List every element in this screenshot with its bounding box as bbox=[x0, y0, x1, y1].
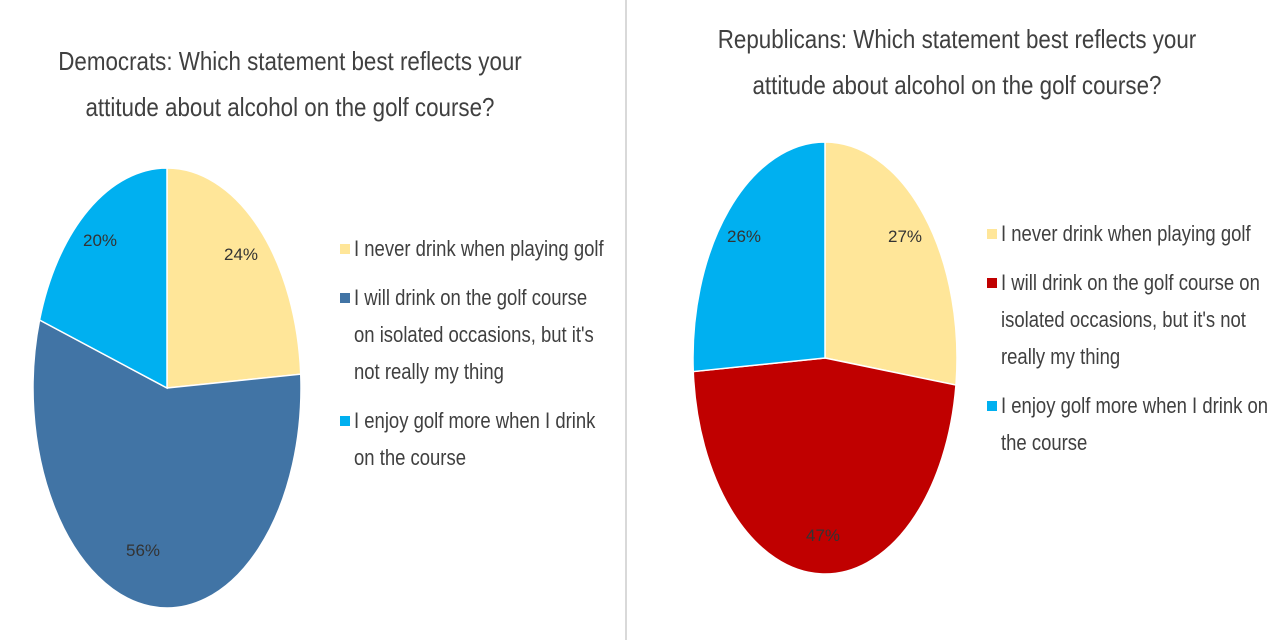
republicans-legend-label-isolated-occasions: I will drink on the golf course on isola… bbox=[1001, 270, 1260, 369]
republicans-legend-label-never-drink: I never drink when playing golf bbox=[1001, 221, 1251, 246]
republicans-slice-enjoy-golf-more bbox=[692, 141, 826, 373]
republicans-chart-panel: Republicans: Which statement best reflec… bbox=[627, 0, 1280, 640]
republicans-legend-label-enjoy-golf-more: I enjoy golf more when I drink on the co… bbox=[1001, 393, 1269, 455]
panel-divider bbox=[625, 0, 627, 640]
republicans-legend-swatch-never-drink bbox=[987, 229, 997, 239]
democrats-slice-enjoy-golf-more bbox=[38, 167, 168, 390]
democrats-legend-swatch-enjoy-golf-more bbox=[340, 416, 350, 426]
democrats-legend-label-isolated-occasions: I will drink on the golf course on isola… bbox=[354, 285, 594, 384]
democrats-slice-label-isolated-occasions: 56% bbox=[126, 541, 160, 560]
democrats-slice-never-drink bbox=[166, 167, 302, 389]
democrats-legend-label-enjoy-golf-more: I enjoy golf more when I drink on the co… bbox=[354, 408, 596, 470]
republicans-slice-isolated-occasions bbox=[692, 357, 957, 575]
democrats-legend-swatch-never-drink bbox=[340, 244, 350, 254]
republicans-pie-chart: 27% 47% 26% bbox=[692, 141, 958, 575]
democrats-pie-chart: 24% 56% 20% bbox=[32, 167, 302, 609]
republicans-legend-item-isolated-occasions: I will drink on the golf course on isola… bbox=[987, 264, 1272, 375]
democrats-chart-title: Democrats: Which statement best reflects… bbox=[58, 46, 522, 122]
democrats-slice-isolated-occasions bbox=[32, 318, 302, 609]
republicans-slice-label-enjoy-golf-more: 26% bbox=[727, 227, 761, 246]
republicans-legend-swatch-enjoy-golf-more bbox=[987, 401, 997, 411]
democrats-chart-panel: Democrats: Which statement best reflects… bbox=[0, 0, 625, 640]
democrats-legend-item-isolated-occasions: I will drink on the golf course on isola… bbox=[340, 279, 610, 390]
democrats-legend-item-never-drink: I never drink when playing golf bbox=[340, 230, 610, 267]
republicans-slice-never-drink bbox=[824, 141, 958, 386]
republicans-legend-item-never-drink: I never drink when playing golf bbox=[987, 215, 1272, 252]
republicans-slice-label-never-drink: 27% bbox=[888, 227, 922, 246]
republicans-slice-label-isolated-occasions: 47% bbox=[806, 526, 840, 545]
republicans-chart-title: Republicans: Which statement best reflec… bbox=[717, 24, 1197, 100]
democrats-legend-item-enjoy-golf-more: I enjoy golf more when I drink on the co… bbox=[340, 402, 610, 476]
republicans-legend-swatch-isolated-occasions bbox=[987, 278, 997, 288]
republicans-legend-item-enjoy-golf-more: I enjoy golf more when I drink on the co… bbox=[987, 387, 1272, 461]
democrats-legend-label-never-drink: I never drink when playing golf bbox=[354, 236, 604, 261]
republicans-legend: I never drink when playing golf I will d… bbox=[987, 215, 1272, 473]
democrats-legend-swatch-isolated-occasions bbox=[340, 293, 350, 303]
democrats-legend: I never drink when playing golf I will d… bbox=[340, 230, 610, 488]
democrats-slice-label-enjoy-golf-more: 20% bbox=[83, 231, 117, 250]
democrats-slice-label-never-drink: 24% bbox=[224, 245, 258, 264]
